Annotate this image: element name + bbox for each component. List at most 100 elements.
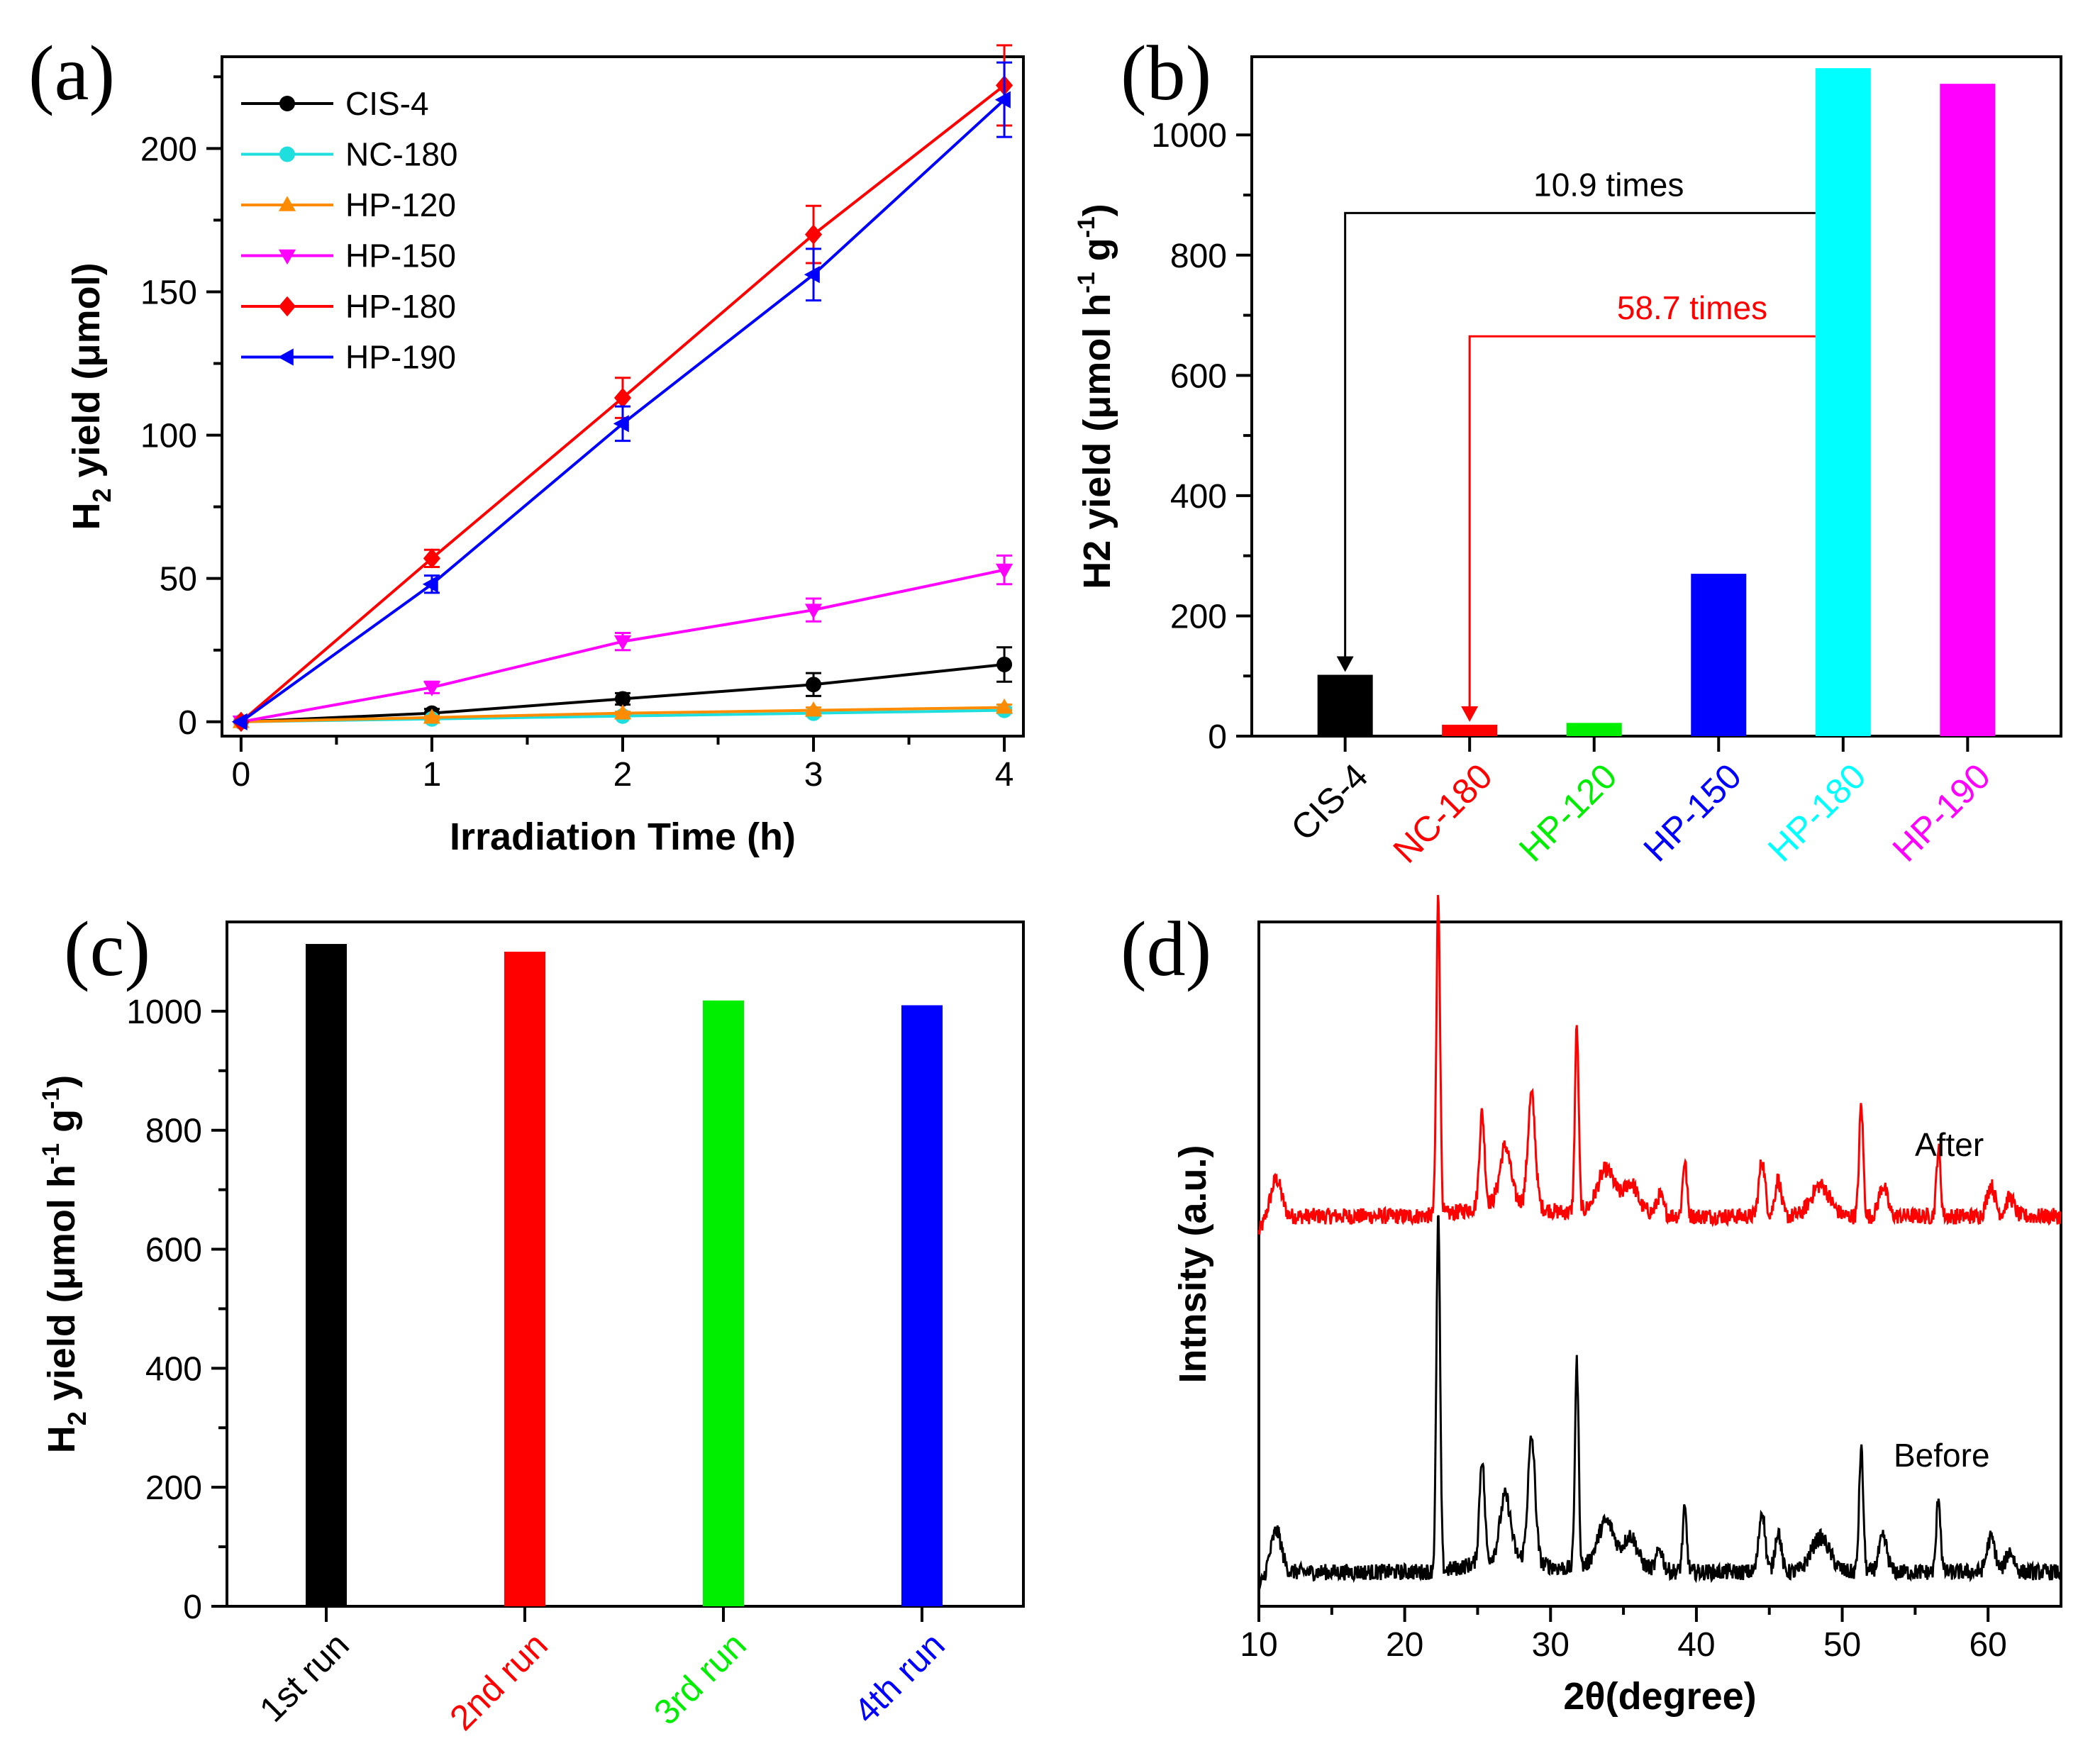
panel-a-series-HP-120 — [232, 698, 1013, 728]
panel-b-category-label: HP-150 — [1636, 756, 1749, 869]
panel-c-bar-3rd-run — [703, 1000, 744, 1606]
panel-a-y-axis-title: H2 yield (μmol) — [65, 262, 116, 530]
panel-c-category-label: 2nd run — [442, 1625, 555, 1738]
panel-b-bar-HP-150 — [1691, 574, 1747, 736]
panel-a-data-point — [804, 266, 820, 284]
panel-a-label: (a) — [28, 30, 115, 116]
panel-a-x-tick-label: 1 — [423, 756, 442, 794]
panel-c-y-tick-label: 200 — [145, 1469, 202, 1507]
panel-a-data-point — [615, 691, 630, 707]
panel-a-x-axis-title: Irradiation Time (h) — [450, 816, 796, 858]
panel-a-x-tick-label: 3 — [804, 756, 823, 794]
panel-a-data-point — [613, 415, 629, 433]
panel-b-category-label: CIS-4 — [1283, 756, 1375, 848]
panel-a-data-point — [613, 635, 632, 651]
panel-b-label: (b) — [1121, 30, 1211, 116]
panel-b-y-tick-label: 200 — [1170, 598, 1227, 635]
panel-a-data-point — [613, 387, 632, 408]
panel-b-bar-NC-180 — [1442, 724, 1498, 736]
panel-a-legend-label: CIS-4 — [345, 85, 429, 122]
panel-a-data-point — [994, 91, 1011, 109]
panel-b-annotation-arrowhead — [1336, 656, 1354, 672]
panel-d-pattern-Before — [1257, 1215, 2062, 1589]
panel-a-legend-marker — [278, 196, 296, 211]
panel-a-data-point — [804, 701, 823, 717]
panel-b-annotation: 58.7 times — [1461, 289, 1816, 722]
panel-b-y-axis-title: H2 yield (μmol h-1 g-1) — [1073, 204, 1118, 589]
panel-a-legend-marker — [278, 249, 296, 265]
panel-d-x-tick-label: 50 — [1823, 1626, 1861, 1664]
panel-a-data-point — [995, 698, 1013, 714]
panel-a-legend-label: NC-180 — [345, 136, 458, 173]
panel-a-legend-label: HP-150 — [345, 238, 456, 274]
panel-a-legend-marker — [277, 348, 294, 366]
panel-c-label: (c) — [64, 906, 150, 992]
panel-a-line-chart: (a) 0 1 2 3 4 0 50 100 150 200 Irradiation Time (h… — [28, 30, 1025, 858]
panel-a-y-tick-label: 150 — [140, 274, 197, 311]
panel-b-bar-CIS-4 — [1317, 674, 1373, 736]
panel-a-data-point — [804, 604, 823, 619]
panel-a-data-point — [806, 677, 822, 693]
panel-a-series-HP-190 — [231, 61, 1013, 730]
panel-d-label-after: After — [1915, 1126, 1984, 1163]
panel-a-data-point — [422, 575, 438, 593]
panel-d-x-tick-label: 20 — [1386, 1626, 1423, 1664]
panel-c-bar-2nd-run — [504, 951, 545, 1606]
panel-a-legend-label: HP-190 — [345, 339, 456, 376]
panel-a-y-tick-label: 50 — [160, 561, 197, 599]
panel-a-series-HP-180 — [232, 44, 1013, 733]
panel-c-y-tick-label: 600 — [145, 1232, 202, 1269]
panel-d-label: (d) — [1121, 906, 1211, 992]
panel-a-legend-marker — [279, 146, 295, 162]
panel-b-axes-box — [1250, 55, 2062, 738]
panel-b-bar-HP-180 — [1815, 68, 1871, 736]
panel-c-axes-box — [226, 921, 1025, 1608]
panel-b-annotation-text: 10.9 times — [1533, 166, 1684, 203]
panel-b-y-tick-label: 0 — [1208, 718, 1227, 756]
panel-c-bar-1st-run — [306, 944, 347, 1606]
panel-b-y-tick-label: 800 — [1170, 238, 1227, 275]
panel-c-bar-4th-run — [901, 1005, 943, 1606]
panel-a-data-point — [423, 708, 441, 724]
panel-d-label-before: Before — [1894, 1437, 1990, 1474]
panel-a-legend-marker — [279, 96, 295, 111]
panel-b-category-label: NC-180 — [1386, 756, 1500, 870]
panel-b-bar-HP-190 — [1940, 84, 1996, 736]
panel-c-bar-chart: (c) 0 200 400 600 800 1000 1st run 2nd run 3rd r… — [38, 906, 1025, 1738]
panel-c-category-label: 4th run — [846, 1625, 952, 1731]
panel-c-y-tick-label: 400 — [145, 1350, 202, 1388]
panel-a-data-point — [996, 656, 1013, 672]
panel-d-pattern-After — [1257, 894, 2062, 1235]
panel-d-y-axis-title: Intnsity (a.u.) — [1172, 1145, 1214, 1384]
panel-a-y-tick-label: 0 — [178, 704, 197, 742]
panel-b-y-tick-label: 1000 — [1151, 117, 1227, 155]
panel-a-x-tick-label: 2 — [613, 756, 633, 794]
panel-a-x-tick-label: 0 — [232, 756, 251, 794]
panel-b-annotation-arrow — [1468, 335, 1816, 712]
panel-a-data-point — [423, 681, 441, 696]
panel-c-y-tick-label: 0 — [183, 1589, 202, 1626]
panel-a-data-point — [231, 713, 248, 730]
panel-b-category-label: HP-190 — [1885, 756, 1998, 869]
panel-b-y-tick-label: 600 — [1170, 357, 1227, 395]
panel-a-legend-marker — [278, 296, 296, 317]
panel-d-axes-box — [1257, 921, 2062, 1608]
panel-a-y-tick-label: 200 — [140, 130, 197, 168]
panel-c-category-label: 1st run — [252, 1625, 357, 1730]
panel-a-y-tick-label: 100 — [140, 418, 197, 455]
panel-b-annotation-arrow — [1344, 211, 1816, 662]
panel-a-legend-label: HP-120 — [345, 187, 456, 223]
panel-d-x-tick-label: 60 — [1969, 1626, 2006, 1664]
panel-c-y-axis-title: H2 yield (μmol h-1 g-1) — [38, 1075, 91, 1454]
panel-a-x-tick-label: 4 — [995, 756, 1014, 794]
panel-a-data-point — [804, 224, 823, 245]
panel-d-x-tick-label: 30 — [1532, 1626, 1570, 1664]
panel-b-annotation: 10.9 times — [1336, 166, 1816, 672]
panel-b-bar-HP-120 — [1566, 723, 1622, 736]
panel-d-x-tick-label: 10 — [1240, 1626, 1277, 1664]
panel-a-data-point — [423, 548, 441, 569]
panel-b-category-label: HP-180 — [1760, 756, 1873, 869]
panel-c-category-label: 3rd run — [646, 1625, 754, 1733]
